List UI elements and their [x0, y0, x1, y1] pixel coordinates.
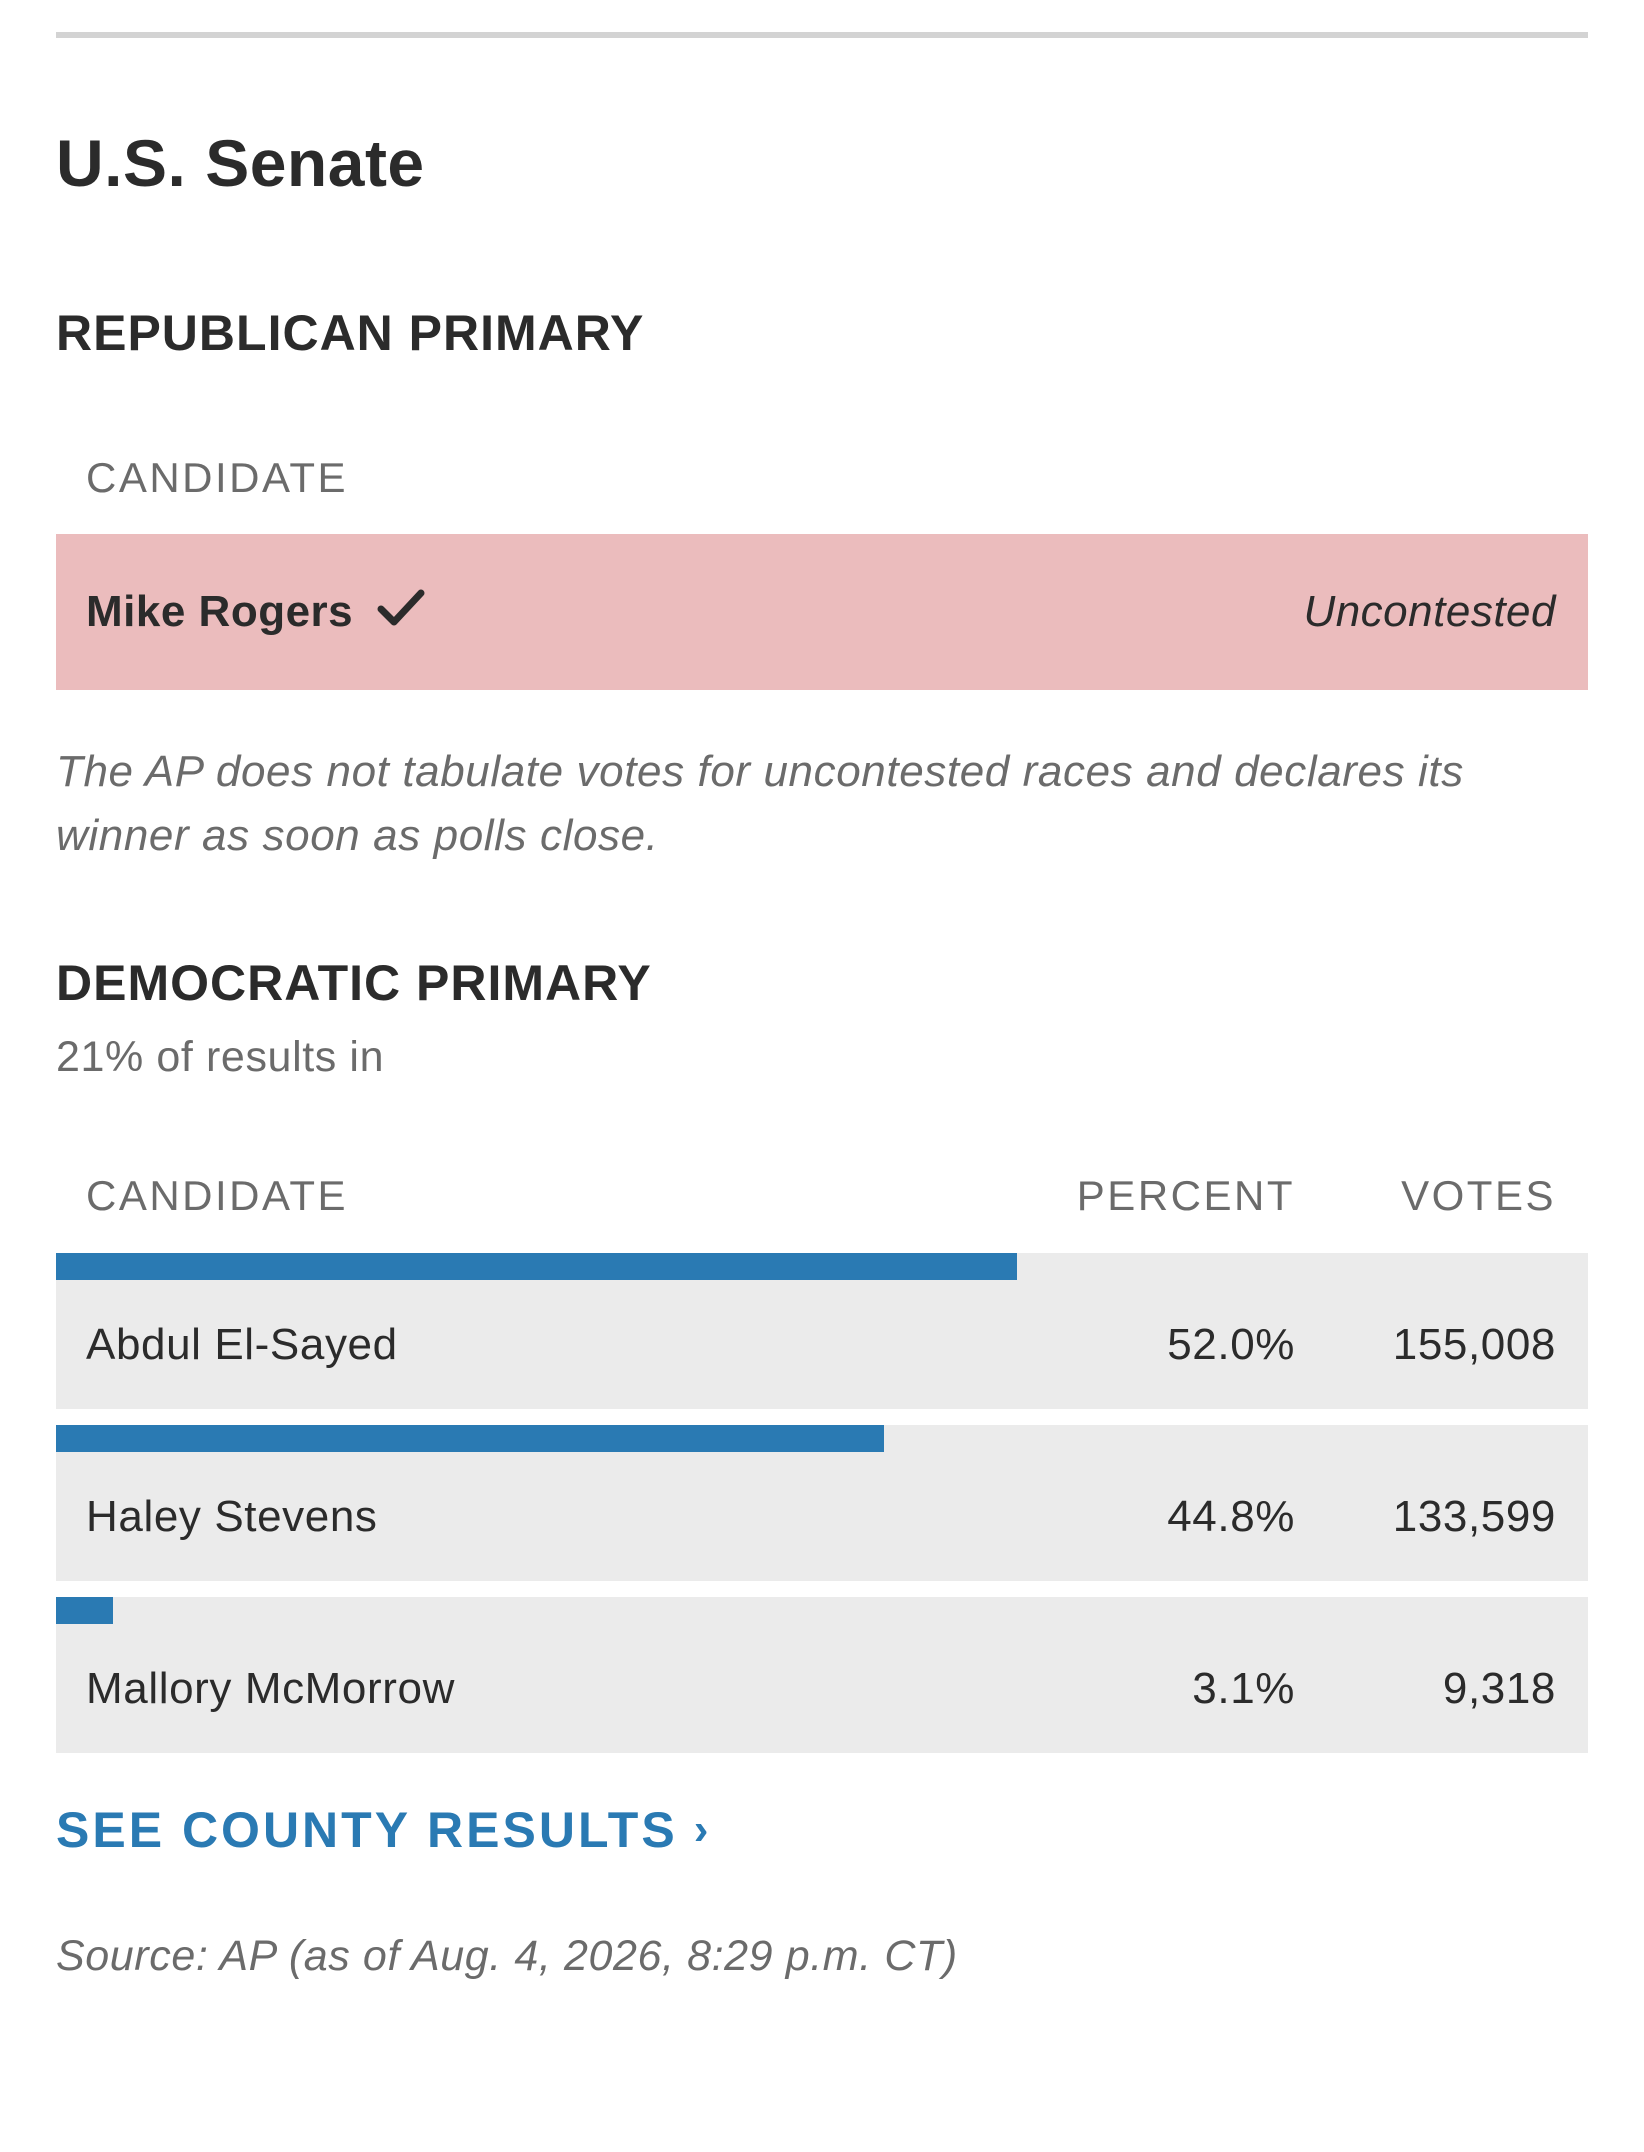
column-label-candidate: CANDIDATE	[86, 454, 349, 501]
candidate-row: Haley Stevens 44.8% 133,599	[56, 1425, 1588, 1581]
democratic-column-headers: CANDIDATE PERCENT VOTES	[56, 1175, 1588, 1219]
candidate-votes: 9,318	[1442, 1664, 1556, 1713]
republican-column-candidate: CANDIDATE	[56, 456, 1588, 500]
vote-share-bar	[56, 1425, 884, 1452]
vote-share-bar	[56, 1597, 114, 1624]
source-note: Source: AP (as of Aug. 4, 2026, 8:29 p.m…	[56, 1932, 958, 1980]
race-title: U.S. Senate	[56, 126, 425, 200]
candidate-percent: 44.8%	[1167, 1492, 1295, 1541]
top-divider	[56, 32, 1588, 38]
republican-winner-row: Mike Rogers Uncontested	[56, 534, 1588, 690]
checkmark-icon	[377, 587, 425, 629]
results-widget: U.S. Senate REPUBLICAN PRIMARY CANDIDATE…	[56, 32, 1588, 1978]
democratic-primary-heading: DEMOCRATIC PRIMARY	[56, 955, 652, 1011]
column-label-candidate: CANDIDATE	[86, 1172, 349, 1219]
uncontested-status: Uncontested	[1303, 587, 1556, 636]
candidate-votes: 155,008	[1392, 1320, 1556, 1369]
republican-primary-heading: REPUBLICAN PRIMARY	[56, 305, 645, 361]
candidate-name: Mallory McMorrow	[86, 1664, 455, 1713]
candidate-percent: 52.0%	[1167, 1320, 1295, 1369]
candidate-name: Abdul El-Sayed	[86, 1320, 398, 1369]
winner-name: Mike Rogers	[86, 587, 354, 636]
candidate-row: Mallory McMorrow 3.1% 9,318	[56, 1597, 1588, 1753]
uncontested-note: The AP does not tabulate votes for uncon…	[56, 747, 1464, 860]
candidate-votes: 133,599	[1392, 1492, 1556, 1541]
chevron-right-icon: ›	[693, 1805, 712, 1854]
candidate-percent: 3.1%	[1192, 1664, 1295, 1713]
vote-share-bar	[56, 1253, 1017, 1280]
column-label-votes: VOTES	[1401, 1172, 1556, 1219]
winner-name-group: Mike Rogers	[86, 587, 425, 637]
candidate-list: Abdul El-Sayed 52.0% 155,008 Haley Steve…	[56, 1253, 1588, 1753]
candidate-row: Abdul El-Sayed 52.0% 155,008	[56, 1253, 1588, 1409]
results-reporting: 21% of results in	[56, 1033, 385, 1081]
column-label-percent: PERCENT	[1076, 1172, 1295, 1219]
see-county-results-label: SEE COUNTY RESULTS	[56, 1802, 678, 1858]
see-county-results-link[interactable]: SEE COUNTY RESULTS ›	[56, 1805, 711, 1855]
candidate-name: Haley Stevens	[86, 1492, 378, 1541]
